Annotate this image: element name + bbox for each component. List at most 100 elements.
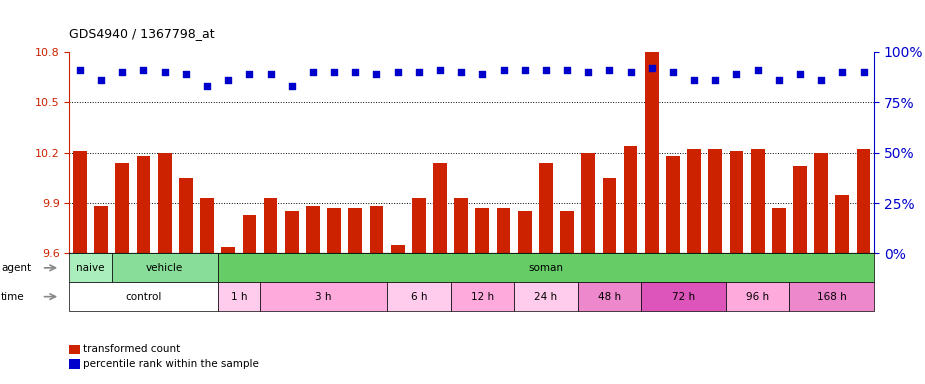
Bar	[200, 198, 214, 253]
Bar	[726, 282, 789, 311]
Text: agent: agent	[1, 263, 31, 273]
Point	[857, 69, 871, 75]
Bar	[221, 247, 235, 253]
Bar	[772, 208, 785, 253]
Point	[496, 67, 511, 73]
Point	[157, 69, 172, 75]
Point	[475, 71, 489, 77]
Bar	[645, 52, 659, 253]
Point	[390, 69, 405, 75]
Bar	[814, 153, 828, 253]
Text: vehicle: vehicle	[146, 263, 183, 273]
Point	[517, 67, 532, 73]
Text: transformed count: transformed count	[83, 344, 180, 354]
Bar	[475, 208, 489, 253]
Text: soman: soman	[528, 263, 563, 273]
Bar	[69, 282, 217, 311]
Point	[72, 67, 87, 73]
Bar	[709, 149, 722, 253]
Point	[581, 69, 596, 75]
Bar	[370, 206, 383, 253]
Point	[221, 77, 236, 83]
Text: control: control	[125, 291, 162, 302]
Bar	[497, 208, 511, 253]
Text: GDS4940 / 1367798_at: GDS4940 / 1367798_at	[69, 27, 215, 40]
Bar	[789, 282, 874, 311]
Point	[602, 67, 617, 73]
Bar	[687, 149, 701, 253]
Point	[835, 69, 850, 75]
Bar	[857, 149, 870, 253]
Bar	[94, 206, 108, 253]
Bar	[518, 212, 532, 253]
Bar	[137, 156, 151, 253]
Text: percentile rank within the sample: percentile rank within the sample	[83, 359, 259, 369]
Text: 12 h: 12 h	[471, 291, 494, 302]
Bar	[539, 163, 553, 253]
Bar	[514, 282, 577, 311]
Point	[729, 71, 744, 77]
Point	[708, 77, 722, 83]
Point	[538, 67, 553, 73]
Point	[179, 71, 193, 77]
Bar	[349, 208, 363, 253]
Point	[93, 77, 108, 83]
Bar	[285, 212, 299, 253]
Point	[645, 65, 660, 71]
Bar	[264, 198, 278, 253]
Point	[623, 69, 638, 75]
Point	[263, 71, 278, 77]
Point	[200, 83, 215, 89]
Point	[242, 71, 257, 77]
Text: 168 h: 168 h	[817, 291, 846, 302]
Bar	[73, 151, 87, 253]
Point	[750, 67, 765, 73]
Text: 3 h: 3 h	[315, 291, 332, 302]
Point	[327, 69, 341, 75]
Bar	[577, 282, 641, 311]
Bar	[450, 282, 514, 311]
Bar	[751, 149, 765, 253]
Bar	[602, 178, 616, 253]
Point	[115, 69, 130, 75]
Bar	[412, 198, 426, 253]
Text: time: time	[1, 291, 25, 302]
Text: naive: naive	[76, 263, 105, 273]
Point	[348, 69, 363, 75]
Bar	[666, 156, 680, 253]
Bar	[454, 198, 468, 253]
Bar	[730, 151, 744, 253]
Point	[412, 69, 426, 75]
Bar	[158, 153, 171, 253]
Bar	[327, 208, 341, 253]
Text: 24 h: 24 h	[535, 291, 558, 302]
Bar	[242, 215, 256, 253]
Bar	[835, 195, 849, 253]
Bar	[306, 206, 320, 253]
Point	[560, 67, 574, 73]
Point	[814, 77, 829, 83]
Point	[284, 83, 299, 89]
Bar	[217, 253, 874, 282]
Point	[771, 77, 786, 83]
Point	[305, 69, 320, 75]
Bar	[112, 253, 217, 282]
Text: 96 h: 96 h	[746, 291, 770, 302]
Point	[433, 67, 448, 73]
Bar	[69, 345, 80, 354]
Bar	[217, 282, 260, 311]
Text: 6 h: 6 h	[411, 291, 427, 302]
Point	[136, 67, 151, 73]
Point	[793, 71, 808, 77]
Text: 72 h: 72 h	[672, 291, 695, 302]
Point	[454, 69, 469, 75]
Bar	[433, 163, 447, 253]
Point	[686, 77, 701, 83]
Text: 48 h: 48 h	[598, 291, 621, 302]
Point	[369, 71, 384, 77]
Bar	[116, 163, 130, 253]
Bar	[390, 245, 404, 253]
Bar	[179, 178, 192, 253]
Bar	[69, 253, 112, 282]
Bar	[793, 166, 807, 253]
